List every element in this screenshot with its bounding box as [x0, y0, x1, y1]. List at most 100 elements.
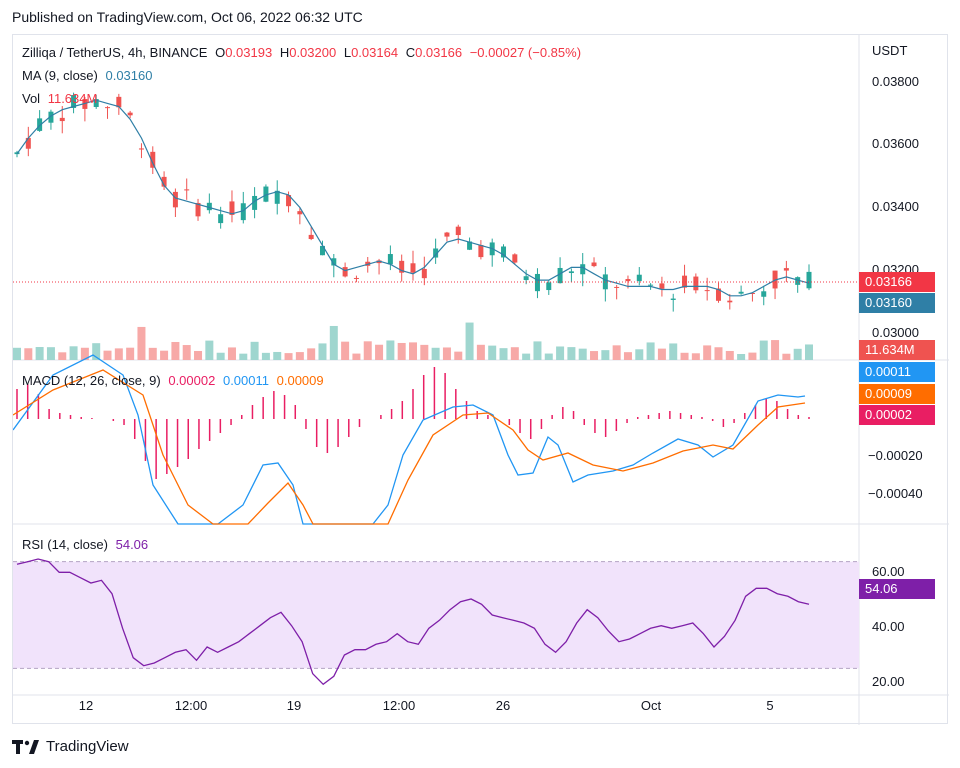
volume-bar: [725, 350, 734, 360]
candle-body: [71, 95, 77, 108]
volume-bar: [771, 340, 780, 360]
volume-bar: [612, 345, 621, 360]
candle-body: [252, 195, 258, 210]
volume-bar: [669, 343, 678, 360]
candle-body: [138, 148, 144, 150]
time-tick: 5: [766, 698, 774, 713]
close-value: 0.03166: [415, 45, 463, 60]
volume-bar: [239, 353, 248, 360]
volume-bar: [295, 352, 304, 360]
volume-bar: [409, 342, 417, 360]
symbol-name[interactable]: Zilliqa / TetherUS, 4h, BINANCE: [22, 45, 208, 60]
time-tick: 12:00: [382, 698, 416, 713]
candle-body: [806, 271, 812, 289]
tradingview-logo-icon: [12, 739, 39, 754]
vol-label[interactable]: Vol: [22, 91, 41, 106]
volume-bar: [160, 350, 169, 360]
time-tick: 12:00: [174, 698, 208, 713]
close-label: C: [405, 45, 416, 60]
volume-bar: [375, 344, 384, 360]
volume-bar: [748, 352, 757, 360]
volume-bar: [623, 352, 632, 360]
volume-bar: [691, 353, 700, 360]
volume-bar: [227, 347, 236, 360]
macd-line-value: 0.00011: [222, 373, 269, 388]
low-label: L: [343, 45, 352, 60]
candle-body: [636, 274, 642, 282]
candle-body: [783, 268, 789, 271]
volume-bar: [420, 344, 429, 360]
time-tick: Oct: [640, 698, 662, 713]
rsi-tick: 20.00: [872, 674, 905, 689]
candle-body: [218, 214, 224, 224]
candle-body: [308, 234, 314, 240]
published-header: Published on TradingView.com, Oct 06, 20…: [12, 9, 363, 25]
candle-body: [761, 291, 767, 297]
volume-bar: [284, 353, 293, 360]
volume-bar: [182, 345, 191, 360]
candle-body: [263, 186, 269, 202]
volume-bar: [397, 342, 406, 360]
volume-bar: [261, 352, 270, 360]
rsi-line: [16, 558, 810, 686]
ma-label[interactable]: MA (9, close): [22, 68, 98, 83]
candle-body: [286, 195, 292, 207]
candle-body: [116, 96, 122, 108]
ma-legend: MA (9, close) 0.03160: [22, 68, 156, 83]
candle-body: [478, 244, 484, 258]
open-value: 0.03193: [225, 45, 273, 60]
vol-value: 11.634M: [47, 91, 98, 106]
volume-bar: [657, 348, 666, 360]
candle-body: [455, 226, 461, 236]
rsi-label[interactable]: RSI (14, close): [22, 537, 108, 552]
volume-bar: [680, 352, 689, 360]
change-value: −0.00027 (−0.85%): [469, 45, 582, 60]
footer-brand[interactable]: TradingView: [12, 738, 129, 755]
macd-line-tag: 0.00011: [859, 362, 935, 382]
price-tick: 0.03000: [872, 325, 919, 340]
candle-body: [749, 293, 755, 295]
volume-bar: [194, 350, 203, 360]
candle-body: [59, 117, 65, 122]
macd-label[interactable]: MACD (12, 26, close, 9): [22, 373, 161, 388]
candle-body: [331, 258, 337, 266]
currency-label: USDT: [872, 43, 908, 58]
candle-body: [704, 290, 710, 292]
candle-body: [25, 137, 31, 149]
volume-bar: [13, 347, 21, 360]
chart-frame[interactable]: [12, 34, 949, 725]
volume-bar: [601, 350, 610, 360]
volume-bar: [352, 353, 361, 360]
candle-body: [591, 262, 597, 267]
macd-hist-tag: 0.00002: [859, 405, 935, 425]
candle-body: [602, 274, 608, 290]
macd-signal-value: 0.00009: [276, 373, 324, 388]
candle-body: [523, 276, 529, 281]
open-label: O: [215, 45, 226, 60]
chart-canvas[interactable]: [13, 35, 949, 725]
volume-bar: [782, 353, 791, 360]
candle-body: [184, 189, 190, 191]
low-value: 0.03164: [351, 45, 399, 60]
candle-body: [410, 263, 416, 273]
candle-body: [274, 190, 280, 204]
volume-bar: [703, 345, 712, 360]
candle-body: [682, 275, 688, 288]
volume-bar: [533, 341, 542, 360]
volume-bar: [148, 347, 157, 360]
volume-bar: [273, 351, 282, 360]
macd-signal-line: [13, 369, 806, 525]
volume-bar: [759, 340, 768, 360]
candle-body: [580, 264, 586, 275]
candle-body: [512, 254, 518, 263]
volume-bar: [386, 340, 395, 360]
volume-bar: [92, 343, 101, 360]
volume-bar: [805, 344, 813, 360]
rsi-band: [13, 561, 859, 669]
volume-bar: [329, 325, 338, 360]
footer-brand-name: TradingView: [46, 738, 129, 755]
price-tick: 0.03800: [872, 74, 919, 89]
volume-bar: [307, 348, 316, 360]
candle-body: [342, 267, 348, 277]
candle-body: [727, 300, 733, 303]
